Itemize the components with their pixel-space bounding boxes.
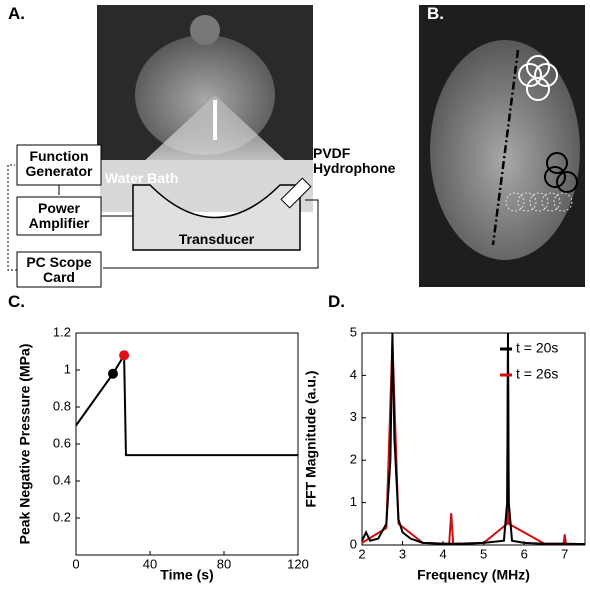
y-tick-label: 0: [350, 536, 357, 551]
focal-spots: [505, 192, 573, 212]
focal-spots: [544, 152, 578, 193]
x-tick-label: 80: [217, 556, 231, 571]
plot-frame: [361, 332, 586, 546]
y-tick-label: 0.4: [53, 472, 71, 487]
dash-line: [491, 49, 520, 246]
water-bath-label: Water Bath: [105, 170, 179, 186]
mri-detail: [190, 15, 220, 45]
series-line: [75, 351, 298, 457]
y-tick-label: 3: [350, 409, 357, 424]
x-tick-label: 6: [521, 546, 528, 561]
plot-frame: [75, 332, 299, 556]
marker: [108, 368, 118, 379]
x-axis-label: Frequency (MHz): [417, 567, 530, 583]
y-tick-label: 1: [350, 494, 357, 509]
focal-spots: [518, 55, 558, 101]
box-label: Function Generator: [25, 148, 93, 179]
y-tick-label: 0.6: [53, 435, 71, 450]
x-tick-label: 3: [399, 546, 406, 561]
hydrophone-label: PVDF Hydrophone: [313, 145, 396, 176]
panel-label: C.: [8, 292, 25, 311]
box-label: PC Scope Card: [26, 254, 92, 285]
y-tick-label: 0.8: [53, 398, 71, 413]
connectors: [7, 164, 319, 271]
box-label: Power Amplifier: [28, 200, 90, 231]
legend-label: t = 20s: [516, 340, 558, 356]
box: [16, 144, 102, 186]
y-axis-label: Peak Negative Pressure (MPa): [17, 344, 33, 545]
panel-label: A.: [8, 4, 25, 23]
series-line: [361, 332, 586, 546]
x-tick-label: 0: [72, 556, 79, 571]
y-tick-label: 4: [350, 367, 357, 382]
x-tick-label: 2: [358, 546, 365, 561]
x-axis-label: Time (s): [160, 567, 213, 583]
transducer-shape: [132, 184, 301, 251]
panel-label: B.: [427, 4, 444, 23]
x-tick-label: 7: [561, 546, 568, 561]
y-tick-label: 0.2: [53, 509, 71, 524]
legend-label: t = 26s: [516, 366, 558, 382]
transducer-label: Transducer: [178, 231, 255, 247]
y-tick-label: 1.2: [53, 324, 71, 339]
y-tick-label: 1: [64, 361, 71, 376]
focus: [213, 100, 217, 140]
y-axis-label: FFT Magnitude (a.u.): [303, 371, 319, 508]
box: [16, 196, 102, 236]
y-tick-label: 5: [350, 324, 357, 339]
panel-label: D.: [328, 292, 345, 311]
marker: [119, 350, 130, 361]
y-tick-label: 2: [350, 452, 357, 467]
x-tick-label: 4: [439, 546, 446, 561]
x-tick-label: 40: [143, 556, 157, 571]
x-tick-label: 120: [287, 556, 309, 571]
hydrophone-shape: [280, 177, 312, 209]
x-tick-label: 5: [480, 546, 487, 561]
